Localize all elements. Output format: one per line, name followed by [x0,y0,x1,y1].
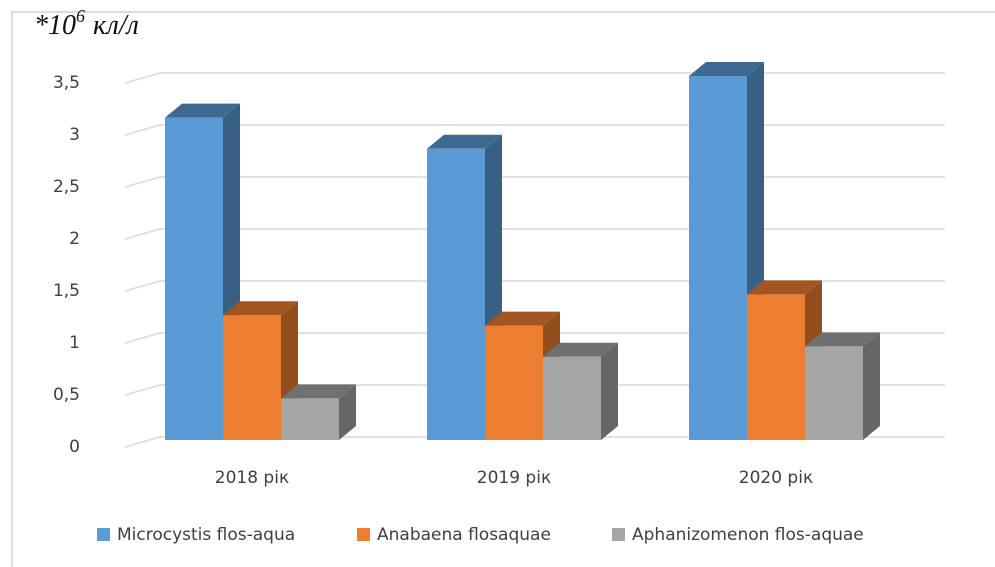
x-tick-label: 2018 рік [215,468,289,488]
grid-line [124,384,945,396]
bar [165,117,223,440]
legend-swatch [357,528,370,541]
grid-line [124,280,945,292]
legend-label: Anabaena flosaquae [377,525,551,545]
bar [543,356,601,440]
bar [485,325,543,440]
grid-line [124,436,945,448]
bar-top [747,280,822,295]
y-tick-label: 3,5 [53,73,80,93]
y-tick-label: 3 [69,125,80,145]
legend-label: Aphanizomenon flos-aquae [632,525,864,545]
x-tick-label: 2020 рік [739,468,813,488]
grid-line [124,124,945,136]
bar-top [485,311,560,326]
legend-swatch [612,528,625,541]
y-tick-label: 1,5 [53,281,80,301]
bar [223,315,281,440]
y-tick-label: 0 [69,437,80,457]
y-label-base: *10 [34,10,76,41]
bar-top [223,301,298,316]
bar-side [863,332,880,440]
y-label-unit: кл/л [93,10,139,41]
y-axis-label: *106 кл/л [34,6,139,41]
bar [747,294,805,440]
bar-top [427,134,502,149]
grid-line [124,228,945,240]
bar-top [689,62,764,76]
y-tick-label: 2,5 [53,177,80,197]
bar [281,398,339,440]
grid-line [124,176,945,188]
bar-side [339,384,356,440]
bar-top [281,384,356,399]
bar [427,148,485,441]
y-tick-label: 1 [69,333,80,353]
bar-side [601,342,618,440]
y-tick-label: 2 [69,229,80,249]
bar [805,346,863,440]
bar-top [805,332,880,347]
bar [689,76,747,440]
y-label-exponent: 6 [76,6,85,26]
legend-label: Microcystis flos-aqua [117,525,295,545]
bar-top [165,103,240,118]
grid-line [124,332,945,344]
grid-line [124,72,945,84]
bar-top [543,342,618,357]
legend-swatch [97,528,110,541]
y-tick-label: 0,5 [53,385,80,405]
chart-border [11,11,995,567]
x-tick-label: 2019 рік [477,468,551,488]
